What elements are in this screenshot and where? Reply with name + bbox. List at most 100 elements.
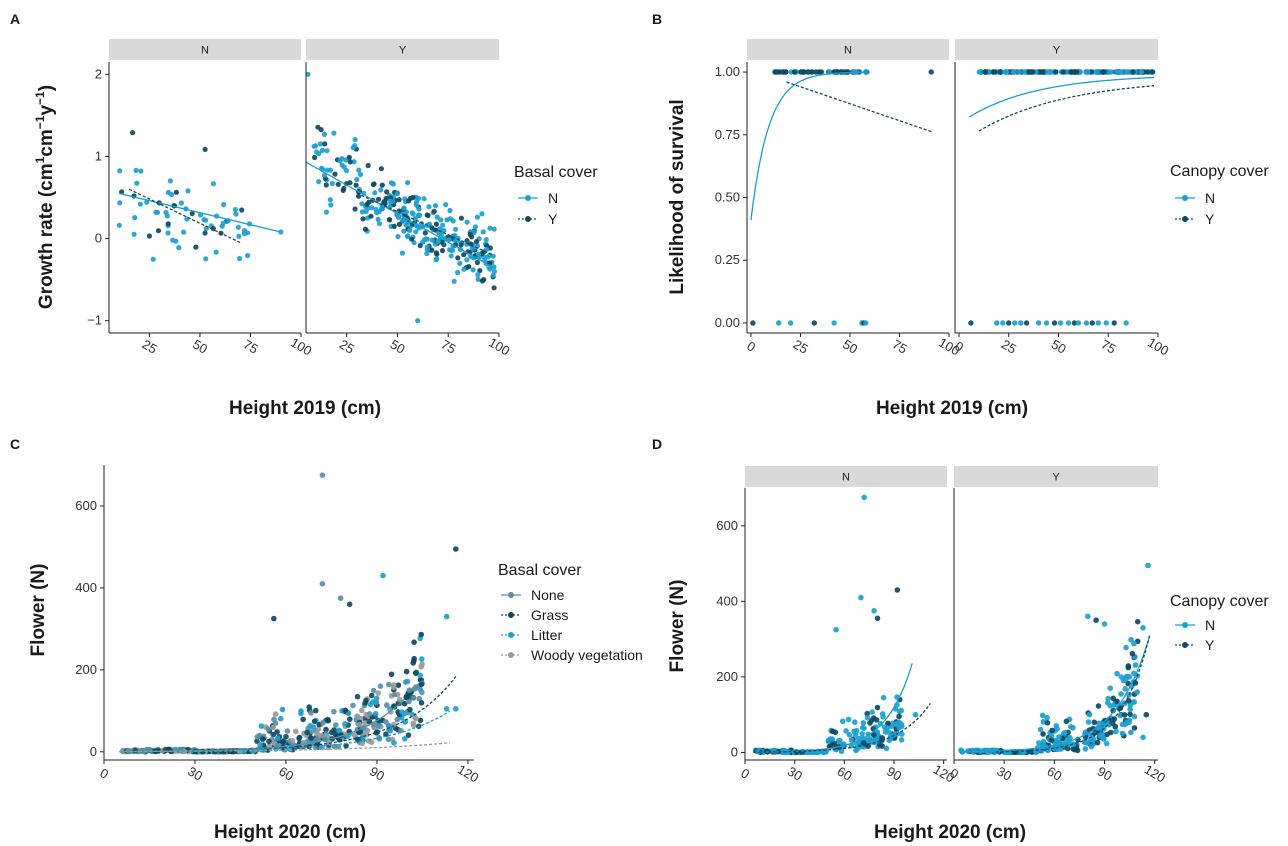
panel-a-point — [483, 246, 490, 252]
panel-c-point-outlier — [453, 546, 459, 552]
panel-b-1-xtick-label: 100 — [1145, 335, 1171, 359]
flower-point — [413, 670, 419, 676]
panel-a-point — [375, 196, 382, 202]
panel-a-point — [423, 236, 429, 242]
flower-point — [258, 723, 265, 729]
flower-point — [853, 746, 860, 752]
flower-point — [418, 681, 425, 688]
panel-c-ytick-label: 600 — [75, 498, 97, 513]
panel-b-point-survived — [1085, 69, 1091, 75]
flower-point — [1111, 716, 1118, 722]
panel-b-ytick-label: 0.50 — [715, 190, 740, 205]
panel-b-point-survived — [1130, 69, 1136, 75]
panel-a-point — [475, 251, 482, 257]
panel-b-point-survived — [1053, 69, 1059, 75]
flower-point — [304, 729, 310, 736]
flower-point — [342, 707, 349, 714]
panel-a-trend-line — [128, 188, 241, 244]
flower-point — [370, 699, 376, 705]
panel-c-ytick-label: 200 — [75, 662, 97, 677]
panel-a-point — [329, 180, 335, 187]
flower-point — [388, 671, 395, 678]
flower-point — [1095, 703, 1102, 709]
panel-a-ytick-label: 0 — [95, 231, 102, 246]
panel-a-point — [324, 167, 330, 173]
panel-d-point-outlier — [912, 711, 919, 718]
panel-b-facet-1-strip — [955, 39, 1158, 60]
flower-point — [986, 747, 992, 754]
panel-c-trend-curve — [119, 742, 450, 753]
panel-b-1-xtick-label: 25 — [999, 336, 1019, 356]
panel-b-point-survived — [1003, 69, 1009, 75]
flower-point — [351, 732, 358, 738]
panel-a-point — [331, 130, 337, 136]
panel-a-point — [487, 225, 493, 231]
flower-point — [289, 738, 296, 744]
flower-point — [350, 702, 356, 709]
panel-c-ytick-label: 0 — [90, 744, 97, 759]
flower-point — [896, 708, 903, 715]
panel-b-point-died — [1083, 320, 1090, 326]
panel-a-point — [437, 226, 443, 232]
flower-point — [375, 723, 382, 730]
panel-a-point — [315, 124, 321, 130]
panel-b-trend-curve — [978, 85, 1155, 132]
panel-a-point — [239, 207, 245, 213]
panel-a-point — [354, 176, 360, 183]
panel-b-point-survived — [992, 69, 998, 75]
panel-c-legend-1-key-dot — [508, 612, 514, 618]
flower-point — [270, 724, 277, 731]
flower-point — [839, 718, 846, 725]
panel-b-point-survived — [1060, 69, 1067, 75]
flower-point — [418, 631, 425, 638]
panel-c: C 0 30 60 90 120 0 200 400 600 Height 2020 (cm) Flo… — [10, 436, 643, 843]
flower-point — [825, 738, 832, 744]
panel-b-point-survived — [1125, 69, 1131, 75]
panel-a-point — [413, 229, 419, 235]
panel-a-point — [431, 208, 437, 214]
flower-point — [1085, 719, 1092, 725]
panel-c-ytick-label: 400 — [75, 580, 97, 595]
flower-point — [399, 709, 405, 715]
panel-a-point — [352, 206, 358, 212]
flower-point — [375, 690, 382, 696]
panel-a-y-title-part: −1 — [33, 91, 47, 105]
flower-point — [848, 737, 855, 743]
panel-a-legend-title: Basal cover — [514, 164, 598, 181]
panel-a-0-xtick-label: 100 — [288, 335, 314, 359]
flower-point — [356, 721, 363, 728]
panel-a-0-xtick-label: 25 — [140, 336, 160, 356]
panel-a-point — [335, 181, 341, 187]
panel-a-point — [464, 257, 470, 263]
flower-point — [354, 713, 360, 719]
panel-b-point-survived — [986, 69, 993, 75]
panel-a-point — [137, 201, 143, 207]
panel-b-point-died — [811, 320, 817, 326]
flower-point — [885, 720, 891, 727]
flower-point — [1127, 706, 1133, 713]
flower-point — [885, 729, 892, 735]
flower-point — [869, 709, 875, 715]
flower-point — [864, 715, 871, 721]
panel-d-ytick-label: 0 — [731, 744, 738, 759]
panel-a-point — [402, 196, 408, 202]
flower-point — [1131, 713, 1138, 720]
panel-d-point-outlier — [1085, 613, 1091, 620]
panel-b-point-died — [1000, 320, 1006, 326]
flower-point — [871, 732, 877, 738]
flower-point — [342, 721, 348, 727]
panel-a-point — [328, 202, 334, 208]
flower-point — [418, 700, 425, 706]
panel-b-legend-n-label: N — [1205, 190, 1215, 206]
flower-point — [324, 716, 331, 723]
panel-c-point-outlier — [319, 472, 326, 479]
panel-a-facet-1-strip — [306, 39, 499, 60]
flower-point — [860, 740, 867, 746]
panel-a-point — [416, 206, 422, 212]
panel-a-point — [327, 197, 333, 203]
panel-a-point — [189, 210, 195, 217]
panel-a-point — [395, 233, 401, 240]
flower-point — [852, 719, 858, 725]
panel-c-legend-0-label: None — [531, 587, 565, 603]
flower-point — [333, 722, 339, 728]
